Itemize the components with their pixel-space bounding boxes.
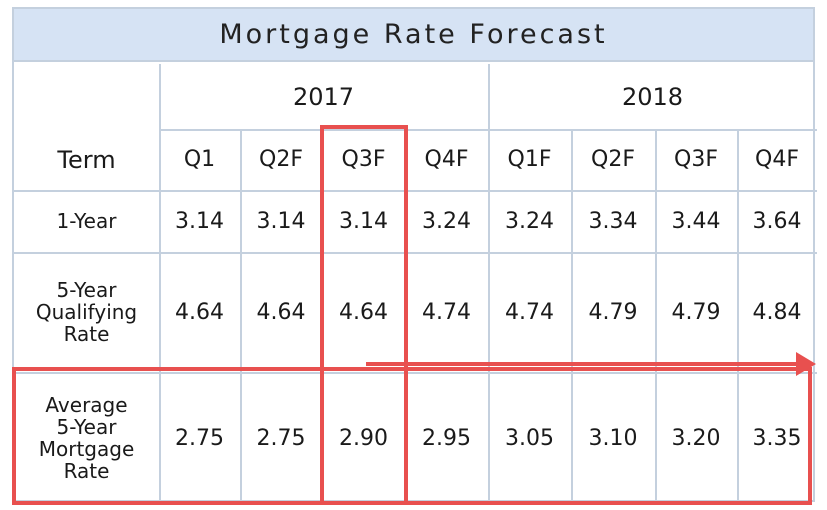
grid-line [655, 129, 657, 504]
data-cell: 3.14 [175, 208, 224, 234]
quarter-header: Q1 [183, 147, 216, 172]
data-cell: 3.20 [671, 425, 721, 451]
row-label: Average 5-Year Mortgage Rate [38, 393, 135, 483]
quarter-header: Q1F [507, 147, 552, 172]
quarter-header: Q2F [259, 147, 303, 172]
quarter-header: Q3F [674, 147, 718, 172]
grid-line [737, 129, 739, 504]
data-cell: 2.75 [256, 425, 306, 451]
data-cell: 4.74 [505, 299, 554, 325]
grid-line [488, 64, 490, 504]
data-cell: 4.64 [256, 299, 306, 325]
quarter-header: Q3F [341, 147, 386, 172]
grid-line [14, 252, 817, 254]
data-cell: 3.10 [588, 425, 638, 451]
data-cell: 2.90 [339, 425, 388, 451]
data-cell: 4.64 [175, 299, 224, 325]
data-cell: 3.24 [505, 208, 554, 234]
year-header: 2017 [292, 82, 355, 111]
grid-line [571, 129, 573, 504]
data-cell: 4.74 [422, 299, 471, 325]
data-cell: 3.64 [752, 208, 802, 234]
average-rate-row-highlight [12, 367, 812, 505]
data-cell: 2.95 [422, 425, 471, 451]
data-cell: 4.79 [671, 299, 721, 325]
data-cell: 4.64 [339, 299, 388, 325]
data-cell: 4.84 [752, 299, 802, 325]
data-cell: 3.24 [422, 208, 471, 234]
data-cell: 3.14 [256, 208, 306, 234]
grid-line [14, 190, 817, 192]
data-cell: 3.05 [505, 425, 554, 451]
row-label: 5-Year Qualifying Rate [35, 278, 138, 346]
grid-line [240, 129, 242, 504]
table-title-bar: Mortgage Rate Forecast [12, 7, 815, 62]
table-title: Mortgage Rate Forecast [219, 19, 608, 50]
arrow-head [796, 352, 816, 376]
term-header: Term [57, 145, 116, 174]
data-cell: 3.44 [671, 208, 721, 234]
data-cell: 2.75 [175, 425, 224, 451]
row-label: 1-Year [56, 209, 117, 233]
quarter-header: Q2F [591, 147, 635, 172]
quarter-header: Q4F [424, 147, 469, 172]
data-cell: 4.79 [588, 299, 638, 325]
grid-line [14, 372, 817, 374]
grid-line [159, 64, 161, 504]
data-cell: 3.14 [339, 208, 388, 234]
quarter-header: Q4F [755, 147, 799, 172]
data-cell: 3.34 [588, 208, 638, 234]
year-header: 2018 [621, 82, 684, 111]
data-cell: 3.35 [752, 425, 802, 451]
